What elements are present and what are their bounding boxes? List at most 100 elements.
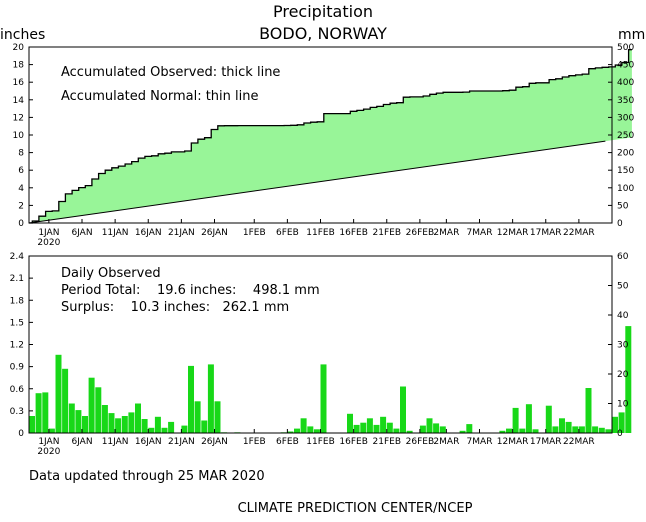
daily-left-tick-label: 0.6 [10,385,25,395]
daily-x-tick-label: 21FEB [373,437,402,447]
daily-bar [552,426,559,433]
daily-bar [572,426,579,433]
right-tick-label: 250 [617,131,634,141]
accumulated-surplus-area [29,49,632,224]
daily-bar [532,429,539,433]
x-tick-label: 26JAN [201,228,228,238]
surplus-text: Surplus: 10.3 inches: 262.1 mm [61,300,289,315]
daily-x-tick-label: 7MAR [467,437,493,447]
accumulated-normal-line [28,140,606,224]
chart-title: Precipitation [273,2,373,21]
daily-bar [419,425,426,433]
right-tick-label: 50 [617,201,629,211]
right-tick-label: 0 [617,219,623,229]
daily-bar [128,412,135,433]
daily-bar [360,422,367,433]
daily-bar [35,393,42,433]
daily-bar [559,418,565,434]
daily-bar [519,428,526,433]
left-tick-label: 20 [13,43,25,53]
daily-right-tick-label: 40 [617,311,629,321]
daily-x-tick-label: 6JAN [71,437,92,447]
daily-bar [426,418,433,434]
daily-x-tick-label: 17MAR [530,437,562,447]
x-tick-label: 21JAN [168,228,195,238]
right-unit-label: mm [618,27,645,43]
daily-left-tick-label: 2.1 [10,274,24,284]
daily-bar [161,427,168,433]
daily-bar [598,427,605,433]
daily-bar [512,407,519,433]
daily-heading: Daily Observed [61,266,161,281]
daily-right-tick-label: 0 [617,429,623,439]
daily-bar [201,420,208,433]
data-updated-text: Data updated through 25 MAR 2020 [29,469,265,484]
daily-left-tick-label: 1.5 [10,318,24,328]
daily-bar [121,416,128,433]
daily-bar [406,430,413,433]
daily-bar [466,424,473,433]
daily-bar [307,426,314,433]
daily-right-tick-label: 20 [617,370,629,380]
daily-bar [294,428,300,433]
left-tick-label: 4 [18,184,24,194]
daily-bar [68,403,75,433]
chart-subtitle: BODO, NORWAY [259,24,387,43]
x-tick-label: 6FEB [276,228,299,238]
daily-x-tick-label: 16JAN [135,437,162,447]
daily-bar [62,368,69,433]
right-tick-label: 500 [617,43,634,53]
daily-x-tick-label: 1FEB [243,437,266,447]
daily-right-tick-label: 30 [617,341,629,351]
daily-bar [347,413,353,433]
daily-bar [300,418,307,434]
x-tick-label: 1JAN [38,228,59,238]
x-tick-label: 26FEB [406,228,435,238]
x-tick-label: 17MAR [530,228,562,238]
daily-bar [148,427,155,433]
daily-year-label: 2020 [37,447,60,457]
daily-bar [207,364,214,433]
daily-left-tick-label: 1.8 [10,296,25,306]
daily-bar [55,354,62,433]
daily-bar [154,416,161,433]
daily-bar [585,388,592,433]
period-total-text: Period Total: 19.6 inches: 498.1 mm [61,283,320,298]
daily-x-tick-label: 11JAN [102,437,129,447]
accumulated-panel: 0246810121416182005010015020025030035040… [13,43,635,248]
daily-x-tick-label: 22MAR [563,437,595,447]
right-tick-label: 350 [617,96,634,106]
left-tick-label: 10 [13,131,25,141]
daily-bar [525,404,532,433]
daily-bar [42,392,49,433]
x-tick-label: 21FEB [373,228,402,238]
daily-bar [400,386,406,433]
daily-bar [353,424,360,433]
daily-bar [605,429,612,433]
daily-bar [320,364,327,433]
right-tick-label: 400 [617,78,634,88]
right-tick-label: 450 [617,61,634,71]
x-tick-label: 6JAN [71,228,92,238]
daily-bar [366,418,373,434]
daily-x-tick-label: 26FEB [406,437,435,447]
daily-bar [115,418,122,434]
x-tick-label: 11JAN [102,228,129,238]
daily-x-tick-label: 11FEB [306,437,335,447]
daily-bar [592,426,599,433]
daily-bar [29,416,35,433]
daily-right-tick-label: 50 [617,282,629,292]
x-tick-label: 16JAN [135,228,162,238]
daily-bar [88,377,95,433]
daily-left-tick-label: 2.4 [10,252,25,262]
left-tick-label: 12 [13,113,24,123]
right-tick-label: 300 [617,113,634,123]
year-label: 2020 [37,238,60,248]
daily-bar [612,416,618,433]
left-tick-label: 0 [18,219,24,229]
daily-left-tick-label: 1.2 [10,341,24,351]
x-tick-label: 7MAR [467,228,493,238]
left-unit-label: inches [0,27,45,43]
left-tick-label: 2 [18,201,24,211]
